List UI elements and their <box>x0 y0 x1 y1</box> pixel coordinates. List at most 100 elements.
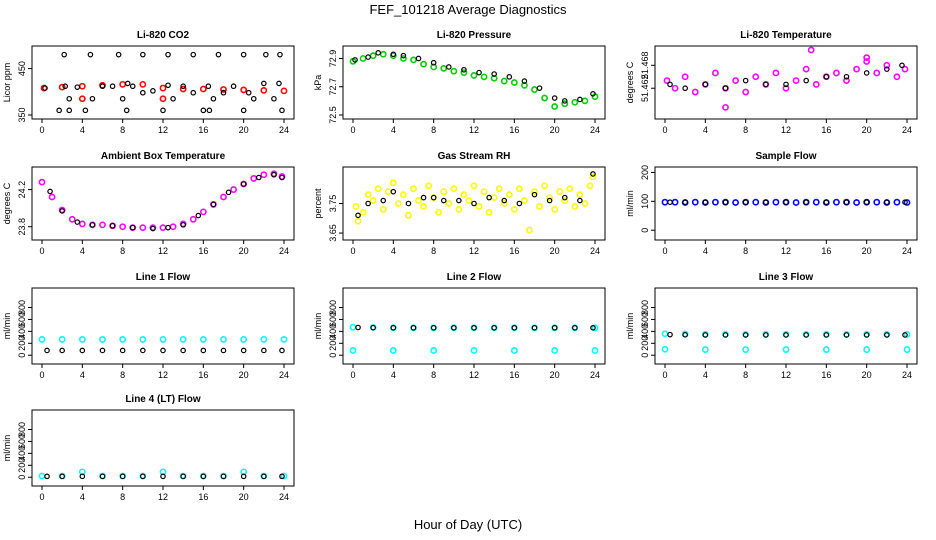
data-point <box>59 208 65 214</box>
x-tick-label: 16 <box>509 246 519 256</box>
panel-title: Line 3 Flow <box>759 272 814 283</box>
data-point <box>783 81 789 88</box>
x-tick-label: 8 <box>743 370 748 380</box>
data-point <box>250 95 257 102</box>
data-point <box>691 88 699 96</box>
data-point <box>124 80 131 87</box>
plot-frame <box>31 166 295 241</box>
data-point <box>220 86 227 93</box>
data-point <box>199 85 207 93</box>
x-tick-label: 12 <box>469 370 479 380</box>
data-point <box>551 95 558 101</box>
x-tick-label: 24 <box>902 370 912 380</box>
data-point <box>551 324 558 331</box>
x-tick-label: 8 <box>120 492 125 502</box>
data-point <box>240 181 247 187</box>
y-tick-label: 100 <box>640 194 650 209</box>
data-point <box>123 107 130 114</box>
data-point <box>119 473 126 480</box>
data-point <box>722 103 729 111</box>
data-point <box>170 95 176 102</box>
y-tick-label: 400 <box>17 324 27 339</box>
data-point <box>375 50 382 56</box>
data-point <box>577 197 583 204</box>
data-point <box>180 83 186 90</box>
x-tick-label: 12 <box>158 370 168 380</box>
chart-panel: Line 3 Flow ml/min 0 4 8 12 16 20 24 0 20040060080… <box>625 272 918 380</box>
x-tick-label: 8 <box>431 370 436 380</box>
data-point <box>873 198 881 206</box>
x-tick-label: 16 <box>509 125 519 135</box>
data-point <box>863 346 871 353</box>
data-point <box>590 324 596 331</box>
data-point <box>450 185 458 193</box>
x-tick-label: 20 <box>239 125 249 135</box>
data-point <box>551 103 559 110</box>
data-point <box>78 336 86 343</box>
data-point <box>210 95 217 102</box>
data-point <box>384 188 392 196</box>
data-point <box>430 194 437 201</box>
data-point <box>99 83 106 90</box>
data-point <box>661 198 669 206</box>
y-axis-label: ml/min <box>625 313 635 340</box>
data-point <box>772 198 780 206</box>
data-point <box>843 77 850 84</box>
data-point <box>526 226 533 234</box>
data-point <box>87 51 94 58</box>
x-tick-label: 8 <box>120 246 125 256</box>
data-point <box>199 336 207 343</box>
data-point <box>279 174 285 181</box>
page-title: FEF_101218 Average Diagnostics <box>369 2 567 17</box>
data-point <box>230 83 237 90</box>
data-point <box>68 215 76 223</box>
data-point <box>109 222 116 229</box>
x-tick-label: 4 <box>391 370 396 380</box>
data-point <box>763 332 769 338</box>
data-point <box>389 347 397 354</box>
data-point <box>505 191 513 199</box>
data-point <box>491 324 497 331</box>
data-point <box>742 88 750 96</box>
data-point <box>38 336 46 343</box>
data-point <box>220 89 227 96</box>
data-point <box>210 201 217 208</box>
chart-panel: Gas Stream RH percent 0 4 8 12 16 20 24 3.65 3.75 <box>313 151 606 256</box>
data-point <box>349 347 357 354</box>
data-point <box>79 473 86 480</box>
data-point <box>74 219 81 225</box>
data-point <box>561 100 569 108</box>
data-point <box>561 197 569 204</box>
data-point <box>691 198 699 206</box>
x-tick-label: 16 <box>509 370 519 380</box>
data-point <box>44 473 50 480</box>
data-point <box>572 324 578 331</box>
data-point <box>470 347 478 354</box>
data-point <box>661 345 669 353</box>
data-point <box>380 197 387 204</box>
data-point <box>115 51 122 58</box>
chart-panel: Ambient Box Temperature degrees C 0 4 8 12 16 2… <box>2 151 295 256</box>
y-tick-label: 0 <box>17 353 27 358</box>
x-tick-label: 4 <box>703 370 708 380</box>
data-point <box>379 206 387 213</box>
x-tick-label: 8 <box>120 125 125 135</box>
data-point <box>180 222 186 228</box>
data-point <box>66 107 73 114</box>
data-point <box>66 95 73 102</box>
data-point <box>576 191 584 199</box>
data-point <box>277 51 283 58</box>
data-point <box>561 194 568 201</box>
data-point <box>803 332 809 338</box>
data-point <box>456 197 462 204</box>
data-point <box>78 220 86 228</box>
x-tick-label: 24 <box>590 125 600 135</box>
data-point <box>591 324 599 332</box>
data-point <box>365 54 371 60</box>
data-point <box>280 336 288 343</box>
data-point <box>240 473 247 480</box>
data-point <box>671 84 679 92</box>
y-axis-label: Licor ppm <box>2 63 12 103</box>
x-tick-label: 0 <box>662 370 667 380</box>
data-point <box>671 198 679 206</box>
